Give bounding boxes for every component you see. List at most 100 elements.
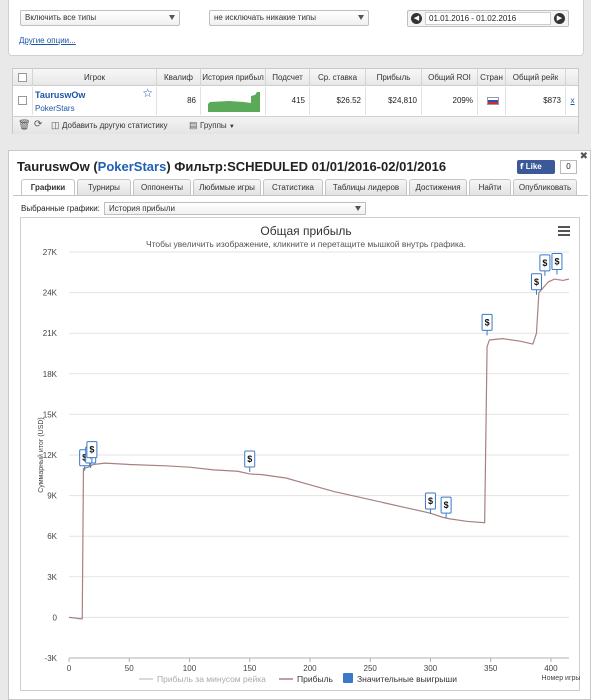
date-range-picker: ◀ 01.01.2016 - 01.02.2016 ▶ xyxy=(407,10,569,27)
qualif-cell: 86 xyxy=(157,87,201,115)
x-tick-label: 250 xyxy=(364,664,378,673)
chart-select[interactable]: История прибыли xyxy=(104,202,366,215)
tab-achievements[interactable]: Достижения xyxy=(409,179,467,195)
col-qualif[interactable]: Квалиф xyxy=(157,69,201,86)
y-tick-label: -3K xyxy=(45,654,58,663)
tab-statistics[interactable]: Статистика xyxy=(263,179,323,195)
title-site-link[interactable]: PokerStars xyxy=(97,159,167,174)
tab-tournaments[interactable]: Турниры xyxy=(77,179,131,195)
title-player: TauruswOw xyxy=(17,159,90,174)
y-tick-label: 18K xyxy=(43,370,58,379)
profit-line xyxy=(68,278,570,620)
y-tick-label: 15K xyxy=(43,410,58,419)
col-profit-history[interactable]: История прибыл xyxy=(201,69,266,86)
chart-subtitle: Чтобы увеличить изображение, кликните и … xyxy=(146,239,466,249)
big-win-marker: $ xyxy=(244,450,256,473)
add-stat-link[interactable]: Добавить другую статистику xyxy=(62,121,168,130)
table-header: Игрок Квалиф История прибыл Подсчет Ср. … xyxy=(13,69,578,86)
tab-charts[interactable]: Графики xyxy=(21,179,75,196)
big-win-marker: $ xyxy=(551,252,563,275)
table-footer: 🗑 ⟳ ◫ Добавить другую статистику ▤ Групп… xyxy=(13,116,578,134)
date-range-input[interactable]: 01.01.2016 - 01.02.2016 xyxy=(425,12,551,25)
remove-player-link[interactable]: x xyxy=(570,96,575,105)
exclude-select[interactable]: не исключать никакие типы xyxy=(209,10,369,26)
profit-sparkline xyxy=(208,92,260,112)
close-icon[interactable]: ✖ xyxy=(579,151,588,162)
count-cell: 415 xyxy=(266,87,310,115)
y-tick-label: 9K xyxy=(47,492,57,501)
trash-icon[interactable]: 🗑 xyxy=(18,120,31,131)
x-tick-label: 400 xyxy=(544,664,558,673)
fb-like-label: Like xyxy=(525,162,542,171)
row-checkbox[interactable] xyxy=(18,96,27,105)
select-all-cell xyxy=(13,69,33,86)
tab-publish[interactable]: Опубликовать xyxy=(513,179,577,195)
facebook-icon: f xyxy=(520,162,524,171)
groups-label: Группы xyxy=(200,121,227,130)
big-win-marker: $ xyxy=(539,254,551,276)
fb-like-button[interactable]: f Like xyxy=(517,160,555,174)
player-site-link[interactable]: PokerStars xyxy=(35,104,75,113)
col-roi[interactable]: Общий ROI xyxy=(422,69,478,86)
tab-opponents[interactable]: Оппоненты xyxy=(133,179,191,195)
svg-text:$: $ xyxy=(444,500,449,510)
col-country[interactable]: Стран xyxy=(478,69,506,86)
profit-cell: $24,810 xyxy=(366,87,422,115)
fb-like-count: 0 xyxy=(560,160,577,174)
player-panel: ✖ TauruswOw (PokerStars) Фильтр:SCHEDULE… xyxy=(8,150,591,700)
col-profit[interactable]: Прибыль xyxy=(366,69,422,86)
chart-container[interactable]: Общая прибыль Чтобы увеличить изображение… xyxy=(20,217,580,691)
row-select-cell xyxy=(13,87,33,115)
y-axis-label: Суммарный итог (USD) xyxy=(37,417,45,493)
big-win-marker: $ xyxy=(530,273,542,295)
col-avg-stake[interactable]: Ср. ставка xyxy=(310,69,366,86)
x-axis-label: Номер игры xyxy=(542,675,581,682)
player-name-link[interactable]: TauruswOw xyxy=(35,90,86,100)
russia-flag-icon xyxy=(487,97,499,105)
chevron-down-icon: ▼ xyxy=(228,124,235,130)
exclude-select-value: не исключать никакие типы xyxy=(214,13,317,22)
svg-text:$: $ xyxy=(247,454,252,464)
x-tick-label: 200 xyxy=(303,664,317,673)
legend-item-profit: Прибыль xyxy=(297,674,334,684)
filters-panel: Включить все типы не исключать никакие т… xyxy=(8,0,584,56)
select-all-checkbox[interactable] xyxy=(18,73,27,82)
avg-stake-cell: $26.52 xyxy=(310,87,366,115)
col-count[interactable]: Подсчет xyxy=(266,69,310,86)
x-tick-label: 50 xyxy=(125,664,134,673)
tab-leaderboards[interactable]: Таблицы лидеров xyxy=(325,179,407,195)
star-icon[interactable]: ☆ xyxy=(142,86,153,100)
refresh-icon[interactable]: ⟳ xyxy=(34,119,43,130)
x-tick-label: 300 xyxy=(424,664,438,673)
col-rake[interactable]: Общий рейк xyxy=(506,69,566,86)
prev-date-icon[interactable]: ◀ xyxy=(411,13,422,24)
tab-favorite-games[interactable]: Любимые игры xyxy=(193,179,261,195)
chart-title: Общая прибыль xyxy=(260,224,351,238)
types-select-value: Включить все типы xyxy=(25,13,97,22)
tab-divider xyxy=(13,195,588,196)
legend-marker xyxy=(343,673,353,683)
player-table: Игрок Квалиф История прибыл Подсчет Ср. … xyxy=(12,68,579,134)
col-player[interactable]: Игрок xyxy=(33,69,157,86)
y-tick-label: 3K xyxy=(47,573,57,582)
y-tick-label: 12K xyxy=(43,451,58,460)
y-tick-label: 6K xyxy=(47,532,57,541)
chart-select-value: История прибыли xyxy=(109,204,175,213)
svg-text:$: $ xyxy=(554,256,559,266)
menu-icon[interactable] xyxy=(558,226,570,236)
big-win-marker: $ xyxy=(424,492,436,515)
sparkline-cell xyxy=(201,87,266,115)
chevron-down-icon xyxy=(169,15,175,20)
other-options-link[interactable]: Другие опции... xyxy=(19,36,76,45)
chevron-down-icon xyxy=(355,206,361,211)
country-cell xyxy=(478,87,506,115)
x-tick-label: 350 xyxy=(484,664,498,673)
big-win-marker: $ xyxy=(86,441,98,463)
groups-menu[interactable]: Группы ▼ xyxy=(200,121,235,130)
tab-find[interactable]: Найти xyxy=(469,179,511,195)
svg-text:$: $ xyxy=(542,258,547,268)
next-date-icon[interactable]: ▶ xyxy=(554,13,565,24)
selected-charts-label: Выбранные графики: xyxy=(21,204,100,213)
types-select[interactable]: Включить все типы xyxy=(20,10,180,26)
